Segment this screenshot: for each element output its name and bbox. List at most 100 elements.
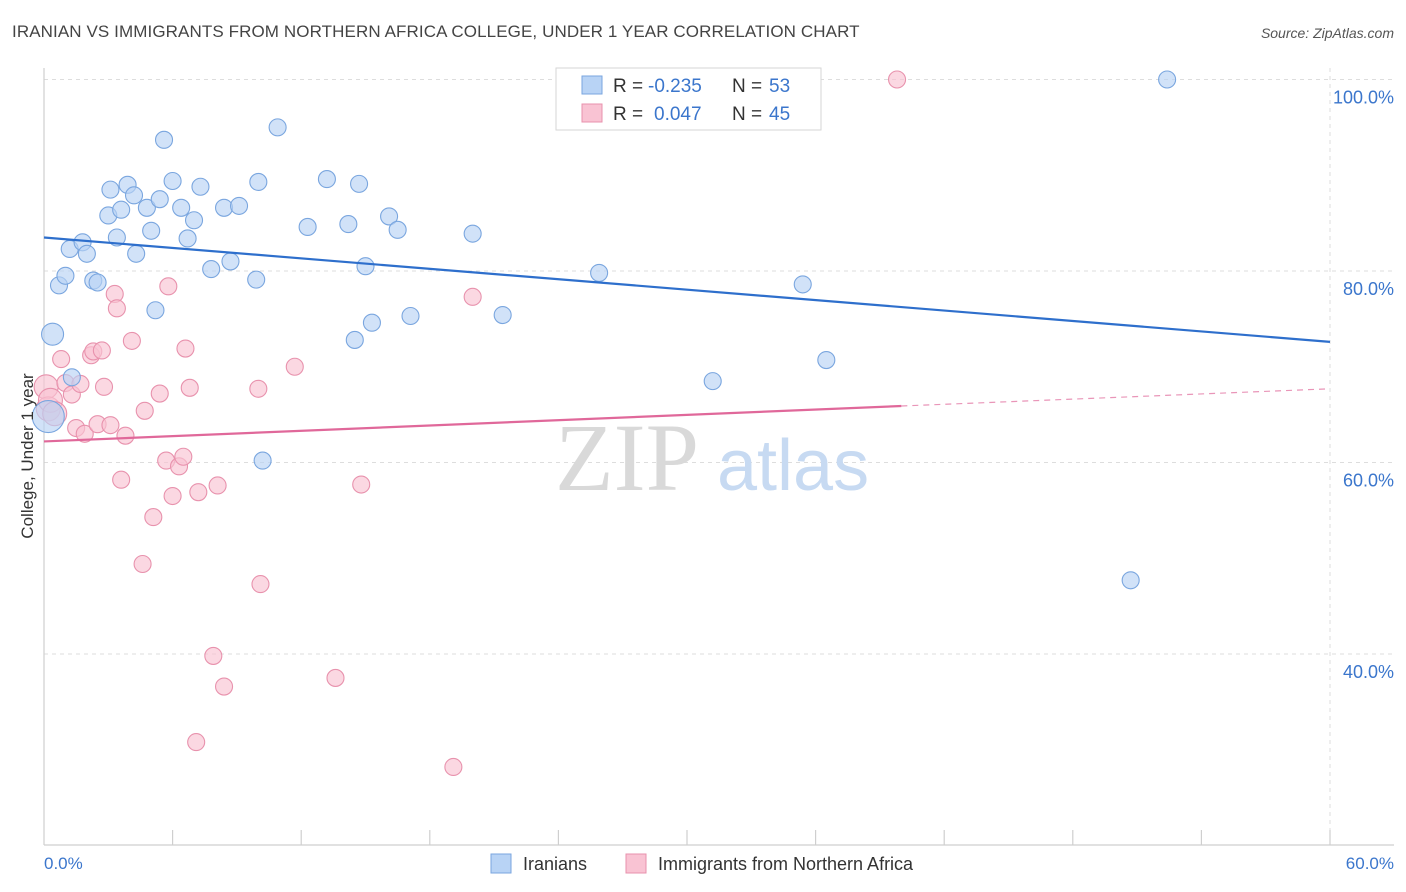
point-immigrants: [101, 416, 120, 435]
watermark-zip: ZIP: [555, 404, 699, 511]
point-immigrants: [187, 733, 206, 752]
legend-immigrants-label: Immigrants from Northern Africa: [658, 854, 914, 874]
point-iranians: [350, 174, 369, 193]
point-immigrants: [285, 357, 304, 376]
point-iranians: [88, 273, 107, 292]
point-iranians: [229, 196, 249, 215]
point-immigrants: [163, 486, 182, 506]
point-iranians: [817, 350, 836, 370]
legend-blue-swatch: [581, 75, 603, 95]
point-iranians: [127, 244, 146, 263]
watermark: ZIP atlas: [555, 404, 869, 511]
point-iranians: [793, 275, 812, 294]
legend-blue-r-label: R =: [613, 76, 643, 97]
point-immigrants: [326, 668, 345, 687]
legend-pink-n-value: 45: [769, 104, 790, 125]
point-immigrants: [208, 476, 227, 495]
point-iranians: [137, 198, 156, 217]
point-immigrants: [75, 424, 94, 443]
legend-pink-r-value: 0.047: [654, 104, 702, 125]
x-ticks: [172, 830, 1331, 845]
point-immigrants: [249, 379, 268, 398]
trend-line-immigrants-extension: [901, 388, 1331, 407]
y-tick-label: 80.0%: [1343, 279, 1394, 299]
point-iranians: [112, 200, 131, 219]
point-iranians: [362, 313, 381, 332]
point-iranians: [202, 260, 221, 279]
point-iranians: [247, 270, 266, 289]
point-immigrants: [159, 277, 178, 296]
point-iranians: [124, 186, 144, 205]
point-immigrants: [251, 575, 270, 594]
point-immigrants: [176, 339, 195, 358]
point-iranians: [172, 198, 191, 217]
point-iranians: [339, 215, 358, 234]
legend-blue-n-label: N =: [732, 76, 762, 97]
point-immigrants: [150, 384, 169, 403]
point-iranians: [317, 170, 336, 189]
point-immigrants: [122, 331, 141, 350]
point-iranians: [268, 118, 287, 137]
point-immigrants: [94, 377, 114, 396]
point-immigrants: [887, 70, 907, 89]
y-tick-label: 40.0%: [1343, 662, 1394, 682]
y-tick-label: 60.0%: [1343, 471, 1394, 491]
point-iranians: [150, 190, 169, 209]
point-iranians: [703, 372, 722, 391]
point-immigrants: [214, 677, 234, 696]
chart-title: IRANIAN VS IMMIGRANTS FROM NORTHERN AFRI…: [12, 22, 860, 41]
point-immigrants: [112, 470, 131, 489]
point-immigrants: [189, 483, 208, 502]
source-label: Source: ZipAtlas.com: [1260, 25, 1394, 41]
trend-line-immigrants: [43, 404, 902, 443]
x-tick-label-min: 0.0%: [44, 854, 83, 873]
point-immigrants: [52, 350, 71, 369]
point-iranians: [31, 399, 65, 434]
legend-pink-r-label: R =: [613, 104, 643, 125]
point-immigrants: [133, 554, 152, 574]
point-immigrants: [174, 447, 193, 466]
point-immigrants: [463, 287, 482, 306]
legend-immigrants-swatch: [625, 853, 647, 874]
point-iranians: [101, 180, 120, 199]
point-immigrants: [107, 299, 126, 318]
point-immigrants: [180, 378, 199, 397]
point-iranians: [221, 252, 240, 271]
point-iranians: [401, 306, 420, 326]
point-iranians: [1121, 571, 1140, 590]
point-iranians: [1158, 70, 1177, 89]
watermark-atlas: atlas: [717, 426, 869, 506]
point-iranians: [380, 207, 399, 226]
point-iranians: [191, 177, 210, 196]
y-tick-labels: 40.0% 60.0% 80.0% 100.0%: [1333, 88, 1394, 683]
point-iranians: [142, 221, 161, 240]
point-immigrants: [135, 401, 154, 420]
point-iranians: [249, 172, 268, 192]
legend-top: R = -0.235 N = 53 R = 0.047 N = 45: [555, 67, 822, 131]
point-iranians: [388, 220, 407, 239]
legend-blue-n-value: 53: [769, 76, 790, 97]
point-iranians: [146, 301, 165, 320]
legend-pink-swatch: [581, 103, 603, 123]
point-iranians: [56, 266, 75, 285]
trend-line-iranians: [43, 236, 1331, 343]
data-points: [31, 70, 1177, 777]
point-iranians: [298, 217, 317, 237]
point-iranians: [154, 130, 174, 149]
point-iranians: [463, 224, 482, 243]
point-iranians: [590, 263, 609, 282]
legend-pink-n-label: N =: [732, 104, 762, 125]
point-iranians: [107, 228, 126, 247]
point-iranians: [184, 211, 204, 230]
point-immigrants: [116, 426, 135, 445]
trend-lines: [43, 236, 1331, 443]
point-iranians: [214, 198, 234, 217]
point-immigrants: [144, 508, 163, 527]
point-iranians: [345, 330, 364, 349]
y-axis-label: College, Under 1 year: [18, 373, 37, 539]
point-iranians: [493, 305, 512, 325]
legend-iranians-swatch: [490, 853, 512, 874]
point-iranians: [62, 368, 81, 387]
legend-bottom: Iranians Immigrants from Northern Africa: [490, 853, 914, 874]
